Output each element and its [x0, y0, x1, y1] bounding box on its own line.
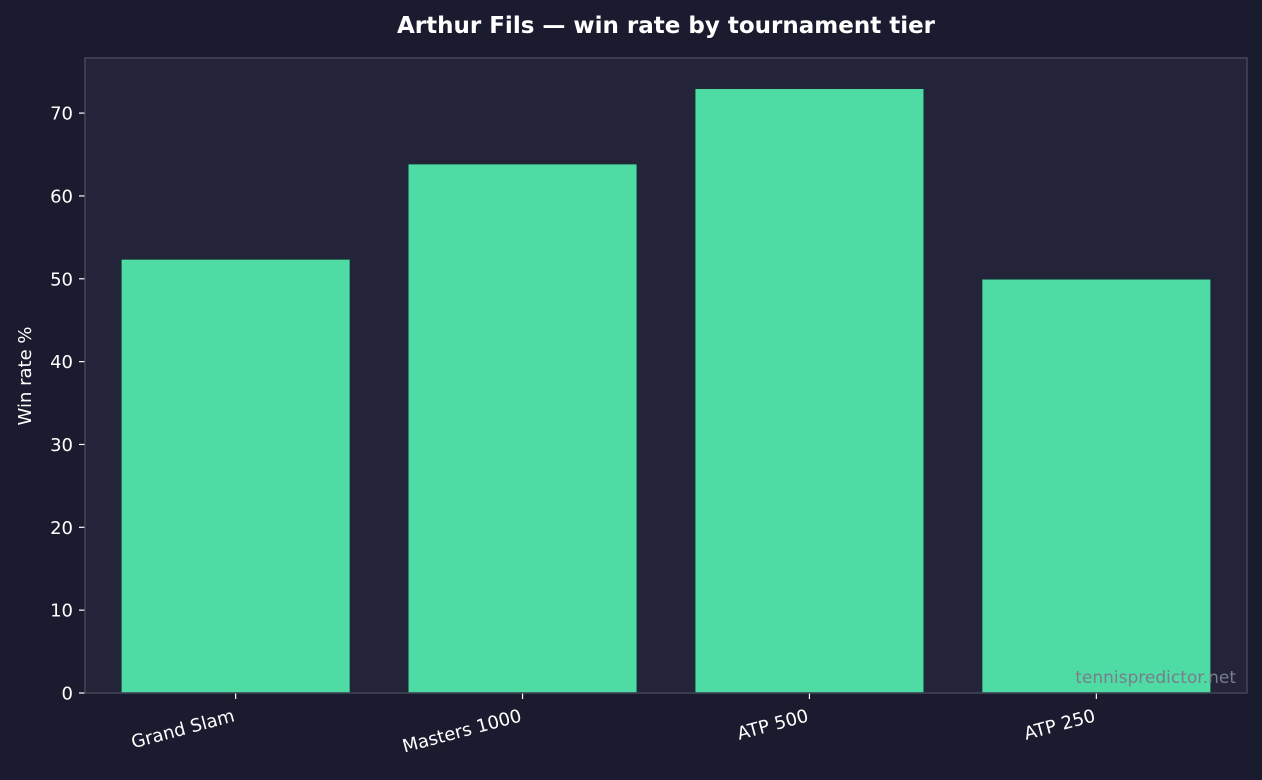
- y-tick-label: 70: [50, 104, 73, 125]
- y-tick-label: 10: [50, 601, 73, 622]
- plot-frame: [84, 57, 1248, 694]
- bar-masters-1000: [407, 162, 639, 694]
- y-tick-label: 60: [50, 186, 73, 207]
- y-tick-label: 50: [50, 269, 73, 290]
- chart-title: Arthur Fils — win rate by tournament tie…: [397, 13, 936, 39]
- bar-grand-slam: [120, 258, 352, 694]
- watermark: tennispredictor.net: [1075, 668, 1236, 688]
- y-tick-label: 30: [50, 435, 73, 456]
- y-tick-label: 20: [50, 518, 73, 539]
- bar-atp-500: [693, 87, 925, 694]
- plot-area: Grand Slam Masters 1000 ATP 500 ATP 2500102…: [50, 57, 1248, 758]
- bar-atp-250: [980, 278, 1212, 694]
- y-tick-label: 0: [62, 684, 73, 705]
- y-axis-label: Win rate %: [15, 327, 36, 426]
- y-tick-label: 40: [50, 352, 73, 373]
